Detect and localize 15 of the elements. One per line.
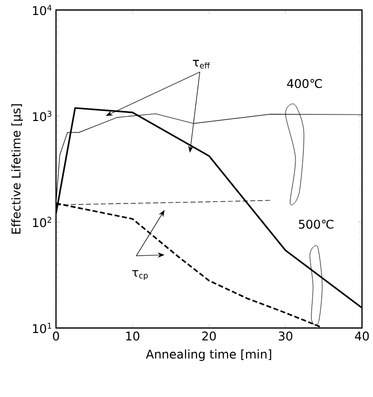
annotation: τ$_{eff}$ bbox=[192, 60, 210, 68]
y-tick-label: 10$^{2}$ bbox=[33, 216, 52, 228]
y-tick-label: 10$^{1}$ bbox=[33, 322, 52, 334]
y-tick-label: 10$^{4}$ bbox=[33, 4, 52, 16]
x-axis-title: Annealing time [min] bbox=[146, 349, 272, 361]
x-tick-label: 20 bbox=[202, 332, 216, 341]
y-axis-title: Effective Lifetime [μs] bbox=[11, 104, 23, 234]
annotation: τ$_{cp}$ bbox=[132, 270, 148, 280]
x-tick-label: 40 bbox=[355, 332, 369, 341]
x-tick-label: 30 bbox=[278, 332, 292, 341]
x-tick-label: 0 bbox=[53, 332, 60, 341]
x-tick-label: 10 bbox=[126, 332, 140, 341]
y-tick-label: 10$^{3}$ bbox=[33, 110, 52, 122]
annotation: 400℃ bbox=[287, 79, 322, 88]
annotation: 500℃ bbox=[298, 220, 334, 229]
